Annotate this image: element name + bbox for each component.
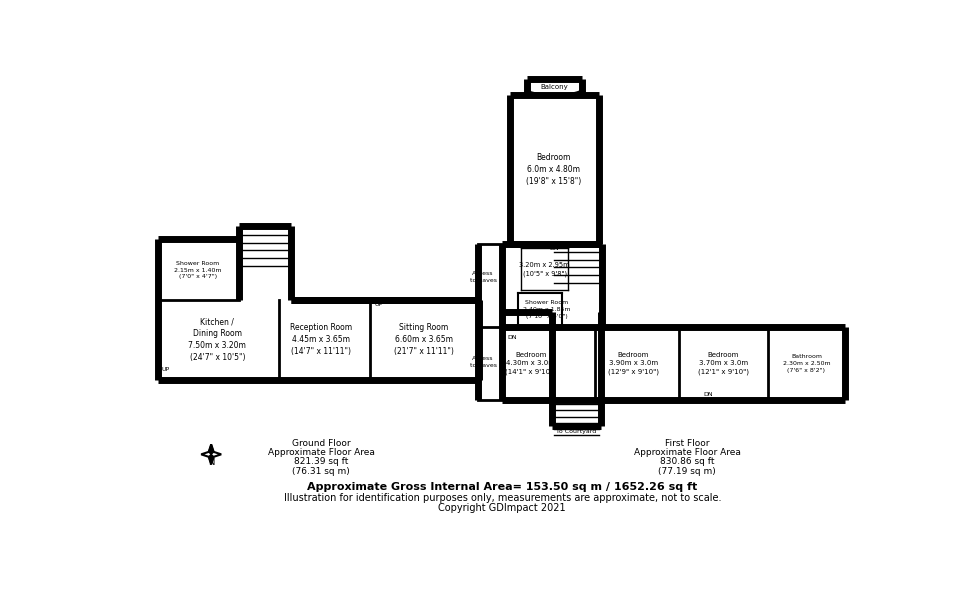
- Polygon shape: [209, 444, 212, 454]
- Text: Kitchen /
Dining Room
7.50m x 3.20m
(24'7" x 10'5"): Kitchen / Dining Room 7.50m x 3.20m (24'…: [188, 317, 246, 362]
- Text: Copyright GDImpact 2021: Copyright GDImpact 2021: [438, 503, 566, 513]
- Bar: [478, 244, 503, 400]
- Text: DN: DN: [508, 335, 517, 340]
- Bar: [510, 95, 599, 244]
- Text: Illustration for identification purposes only, measurements are approximate, not: Illustration for identification purposes…: [283, 493, 721, 503]
- Bar: [517, 293, 563, 328]
- Text: 3.20m x 2.95m
(10'5" x 9'8"): 3.20m x 2.95m (10'5" x 9'8"): [519, 262, 570, 277]
- Text: UP: UP: [162, 367, 170, 372]
- Text: N: N: [208, 459, 215, 467]
- Bar: [158, 239, 239, 300]
- Text: Bedroom
3.70m x 3.0m
(12'1" x 9'10"): Bedroom 3.70m x 3.0m (12'1" x 9'10"): [698, 352, 749, 375]
- Text: Bathroom
2.30m x 2.50m
(7'6" x 8'2"): Bathroom 2.30m x 2.50m (7'6" x 8'2"): [783, 354, 830, 373]
- Bar: [158, 300, 479, 379]
- Text: To Courtyard: To Courtyard: [556, 429, 596, 434]
- Text: UP: UP: [375, 302, 383, 307]
- Text: Bedroom
6.0m x 4.80m
(19'8" x 15'8"): Bedroom 6.0m x 4.80m (19'8" x 15'8"): [526, 153, 581, 186]
- Text: Approximate Gross Internal Area= 153.50 sq m / 1652.26 sq ft: Approximate Gross Internal Area= 153.50 …: [307, 483, 698, 492]
- Text: Access
to eaves: Access to eaves: [469, 271, 497, 283]
- Bar: [553, 400, 601, 426]
- Text: Shower Room
2.15m x 1.40m
(7'0" x 4'7"): Shower Room 2.15m x 1.40m (7'0" x 4'7"): [174, 261, 221, 279]
- Polygon shape: [212, 444, 214, 454]
- Text: Sitting Room
6.60m x 3.65m
(21'7" x 11'11"): Sitting Room 6.60m x 3.65m (21'7" x 11'1…: [394, 323, 454, 356]
- Text: Bedroom
3.90m x 3.0m
(12'9" x 9'10"): Bedroom 3.90m x 3.0m (12'9" x 9'10"): [608, 352, 659, 375]
- Bar: [503, 328, 845, 400]
- Text: Balcony: Balcony: [540, 84, 567, 90]
- Text: Approximate Floor Area: Approximate Floor Area: [634, 448, 741, 457]
- Bar: [503, 244, 603, 312]
- Text: Bedroom
4.30m x 3.0m
(14'1" x 9'10"): Bedroom 4.30m x 3.0m (14'1" x 9'10"): [506, 352, 557, 375]
- Text: First Floor: First Floor: [664, 439, 710, 448]
- Polygon shape: [209, 454, 212, 464]
- Text: Ground Floor: Ground Floor: [292, 439, 351, 448]
- Text: Shower Room
2.40m x 1.85m
(7'10" x 6'0"): Shower Room 2.40m x 1.85m (7'10" x 6'0"): [523, 301, 570, 318]
- Text: DN: DN: [704, 392, 713, 396]
- Text: (76.31 sq m): (76.31 sq m): [292, 467, 350, 476]
- Bar: [528, 93, 580, 100]
- Text: 830.86 sq ft: 830.86 sq ft: [660, 458, 714, 467]
- Polygon shape: [212, 454, 214, 464]
- Text: Approximate Floor Area: Approximate Floor Area: [268, 448, 374, 457]
- Text: 821.39 sq ft: 821.39 sq ft: [294, 458, 349, 467]
- Text: Reception Room
4.45m x 3.65m
(14'7" x 11'11"): Reception Room 4.45m x 3.65m (14'7" x 11…: [290, 323, 353, 356]
- Bar: [239, 226, 290, 300]
- Polygon shape: [201, 444, 221, 464]
- Text: (77.19 sq m): (77.19 sq m): [659, 467, 716, 476]
- Bar: [527, 79, 581, 96]
- Text: Access
to eaves: Access to eaves: [469, 356, 497, 368]
- Text: DN: DN: [549, 246, 559, 251]
